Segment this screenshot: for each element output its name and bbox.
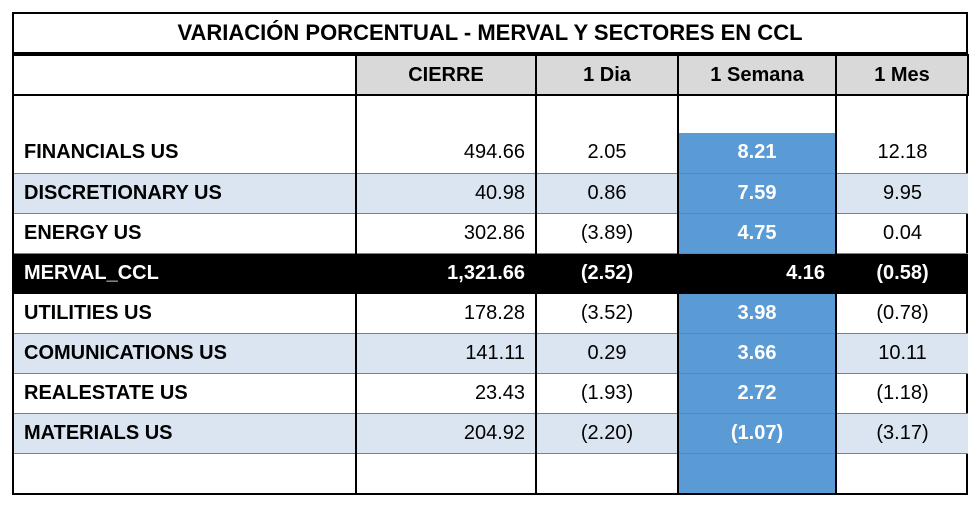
cell-1dia: (2.20) [536,413,678,453]
cell-1mes: 10.11 [836,333,968,373]
table-row: DISCRETIONARY US40.980.867.599.95 [14,173,968,213]
table-row: COMUNICATIONS US141.110.293.6610.11 [14,333,968,373]
cell-1semana: 4.16 [678,253,836,293]
cell-cierre: 141.11 [356,333,536,373]
cell-1semana: 8.21 [678,133,836,173]
row-name: MERVAL_CCL [14,253,356,293]
cell-cierre: 178.28 [356,293,536,333]
cell-cierre: 494.66 [356,133,536,173]
table-row: UTILITIES US178.28(3.52)3.98(0.78) [14,293,968,333]
table-row: REALESTATE US23.43(1.93)2.72(1.18) [14,373,968,413]
cell-1dia: 0.29 [536,333,678,373]
cell-1mes: (0.58) [836,253,968,293]
footer-row [14,453,968,493]
cell-1mes: 0.04 [836,213,968,253]
row-name: COMUNICATIONS US [14,333,356,373]
cell-1mes: (1.18) [836,373,968,413]
header-blank [14,55,356,95]
cell-1semana: 4.75 [678,213,836,253]
cell-1semana: 3.66 [678,333,836,373]
cell-1mes: 12.18 [836,133,968,173]
cell-1dia: (3.52) [536,293,678,333]
row-name: ENERGY US [14,213,356,253]
cell-1semana: (1.07) [678,413,836,453]
header-cierre: CIERRE [356,55,536,95]
cell-cierre: 204.92 [356,413,536,453]
row-name: REALESTATE US [14,373,356,413]
variation-table: VARIACIÓN PORCENTUAL - MERVAL Y SECTORES… [12,12,968,495]
cell-cierre: 23.43 [356,373,536,413]
row-name: FINANCIALS US [14,133,356,173]
cell-1mes: (3.17) [836,413,968,453]
header-row: CIERRE 1 Dia 1 Semana 1 Mes [14,55,968,95]
cell-cierre: 302.86 [356,213,536,253]
row-name: UTILITIES US [14,293,356,333]
cell-1dia: 0.86 [536,173,678,213]
table-row: ENERGY US302.86(3.89)4.750.04 [14,213,968,253]
cell-1mes: (0.78) [836,293,968,333]
header-1semana: 1 Semana [678,55,836,95]
table-row: MATERIALS US204.92(2.20)(1.07)(3.17) [14,413,968,453]
cell-1dia: (2.52) [536,253,678,293]
cell-cierre: 1,321.66 [356,253,536,293]
row-name: DISCRETIONARY US [14,173,356,213]
row-name: MATERIALS US [14,413,356,453]
table-row: MERVAL_CCL1,321.66(2.52)4.16(0.58) [14,253,968,293]
table-title: VARIACIÓN PORCENTUAL - MERVAL Y SECTORES… [14,14,966,54]
cell-1dia: (1.93) [536,373,678,413]
header-1mes: 1 Mes [836,55,968,95]
cell-1dia: (3.89) [536,213,678,253]
spacer-row [14,95,968,133]
cell-1dia: 2.05 [536,133,678,173]
cell-cierre: 40.98 [356,173,536,213]
cell-1semana: 3.98 [678,293,836,333]
table-row: FINANCIALS US494.662.058.2112.18 [14,133,968,173]
cell-1mes: 9.95 [836,173,968,213]
cell-1semana: 2.72 [678,373,836,413]
cell-1semana: 7.59 [678,173,836,213]
data-table: CIERRE 1 Dia 1 Semana 1 Mes FINANCIALS U… [14,54,969,493]
header-1dia: 1 Dia [536,55,678,95]
